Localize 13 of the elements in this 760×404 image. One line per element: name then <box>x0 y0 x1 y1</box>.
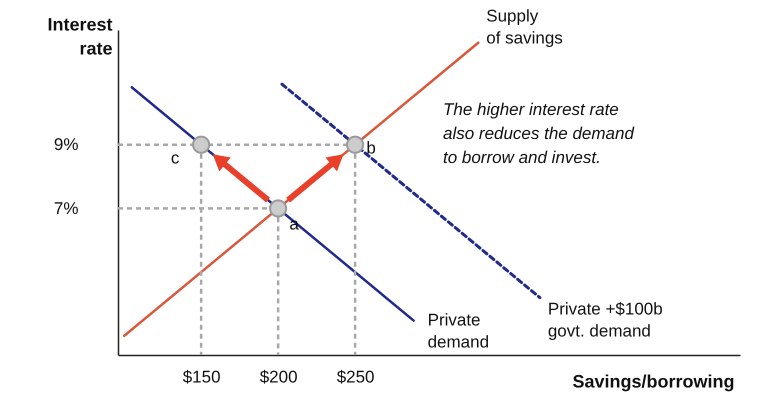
y-axis-title: Interest rate <box>47 14 112 58</box>
x-tick-label: $200 <box>260 368 298 386</box>
x-axis-title: Savings/borrowing <box>572 372 734 392</box>
y-tick-label: 9% <box>54 135 78 154</box>
x-tick-label: $150 <box>182 368 221 386</box>
series-label: Private +$100b govt. demand <box>548 300 663 341</box>
annotation: c <box>170 148 180 168</box>
y-tick-label: 7% <box>54 198 78 218</box>
annotation: The higher interest rate also reduces the demand to borrow and invest. <box>443 100 634 167</box>
series-label: Supply of savings <box>486 6 563 48</box>
annotation: b <box>366 138 376 158</box>
x-tick-label: $250 <box>336 368 375 386</box>
series-label: Private demand <box>428 310 490 352</box>
